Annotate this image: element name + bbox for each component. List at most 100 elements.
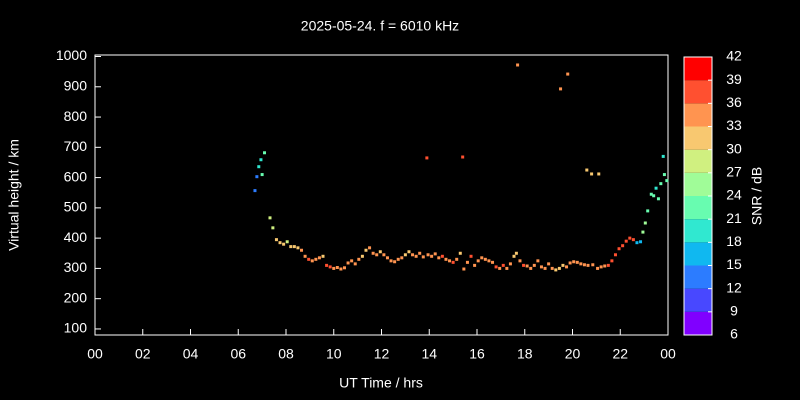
colorbar-band — [684, 103, 712, 127]
data-point — [433, 252, 437, 256]
data-point — [440, 254, 444, 258]
colorbar-tick-label: 15 — [726, 256, 742, 272]
data-point — [572, 260, 576, 264]
data-point — [317, 256, 321, 260]
data-point — [307, 257, 311, 261]
data-point — [550, 266, 554, 270]
y-tick-label: 700 — [64, 138, 88, 154]
data-point — [621, 244, 625, 248]
data-point — [554, 268, 558, 272]
data-point — [451, 260, 455, 264]
data-point — [350, 259, 354, 263]
chart-title: 2025-05-24. f = 6010 kHz — [301, 18, 459, 34]
data-point — [282, 242, 286, 246]
data-point — [430, 254, 434, 258]
data-point — [393, 260, 397, 264]
data-point — [342, 266, 346, 270]
data-point — [505, 266, 509, 270]
data-point — [635, 241, 639, 245]
data-point — [368, 246, 372, 250]
colorbar-tick-label: 21 — [726, 210, 742, 226]
data-point — [328, 265, 332, 269]
data-point — [278, 241, 282, 245]
data-point — [579, 262, 583, 266]
data-point — [641, 230, 645, 234]
data-point — [591, 263, 595, 267]
colorbar-tick-label: 33 — [726, 117, 742, 133]
data-point — [561, 263, 565, 267]
data-point — [494, 265, 498, 269]
data-point — [585, 168, 589, 172]
data-point — [532, 263, 536, 267]
data-point — [255, 175, 259, 179]
data-point — [389, 259, 393, 263]
x-tick-label: 20 — [565, 346, 581, 362]
colorbar-tick-label: 24 — [726, 187, 742, 203]
data-point — [631, 238, 635, 242]
colorbar-band — [684, 172, 712, 196]
data-point — [597, 172, 601, 176]
data-point — [303, 254, 307, 258]
data-point — [448, 259, 452, 263]
colorbar-tick-label: 30 — [726, 140, 742, 156]
colorbar-band — [684, 219, 712, 243]
data-point — [418, 251, 422, 255]
data-point — [501, 263, 505, 267]
x-tick-label: 18 — [517, 346, 533, 362]
colorbar-band — [684, 80, 712, 104]
data-point — [543, 266, 547, 270]
data-point — [476, 259, 480, 263]
x-tick-label: 22 — [612, 346, 628, 362]
data-point — [568, 261, 572, 265]
colorbar-band — [684, 126, 712, 150]
y-tick-label: 500 — [64, 199, 88, 215]
x-axis-label: UT Time / hrs — [339, 375, 423, 391]
data-point — [606, 263, 610, 267]
data-point — [659, 182, 663, 186]
data-point — [665, 179, 669, 183]
x-tick-label: 14 — [421, 346, 437, 362]
data-point — [314, 257, 318, 261]
data-point — [557, 266, 561, 270]
colorbar-tick-label: 36 — [726, 94, 742, 110]
data-point — [582, 263, 586, 267]
colorbar-tick-label: 12 — [726, 279, 742, 295]
data-point — [643, 221, 647, 225]
y-tick-label: 300 — [64, 259, 88, 275]
data-point — [565, 265, 569, 269]
data-point — [360, 254, 364, 258]
data-point — [465, 260, 469, 264]
colorbar-tick-label: 18 — [726, 233, 742, 249]
data-point — [310, 259, 314, 263]
data-point — [516, 63, 520, 67]
colorbar-band — [684, 288, 712, 312]
data-point — [268, 216, 272, 220]
x-tick-label: 08 — [278, 346, 294, 362]
data-point — [491, 260, 495, 264]
colorbar-tick-label: 6 — [730, 326, 738, 342]
data-point — [539, 265, 543, 269]
data-point — [661, 154, 665, 158]
data-point — [518, 259, 522, 263]
data-point — [512, 254, 516, 258]
data-point — [253, 189, 257, 193]
data-point — [339, 267, 343, 271]
data-point — [289, 245, 293, 249]
data-point — [378, 250, 382, 254]
data-point — [260, 173, 264, 177]
colorbar-band — [684, 265, 712, 289]
data-point — [411, 253, 415, 257]
data-point — [444, 257, 448, 261]
data-point — [628, 236, 632, 240]
data-point — [586, 263, 590, 267]
data-point — [274, 238, 278, 242]
data-point — [662, 173, 666, 177]
data-point — [613, 253, 617, 257]
data-point — [371, 251, 375, 255]
data-point — [400, 256, 404, 260]
data-point — [473, 263, 477, 267]
data-point — [514, 251, 518, 255]
data-point — [335, 265, 339, 269]
data-point — [257, 165, 261, 169]
